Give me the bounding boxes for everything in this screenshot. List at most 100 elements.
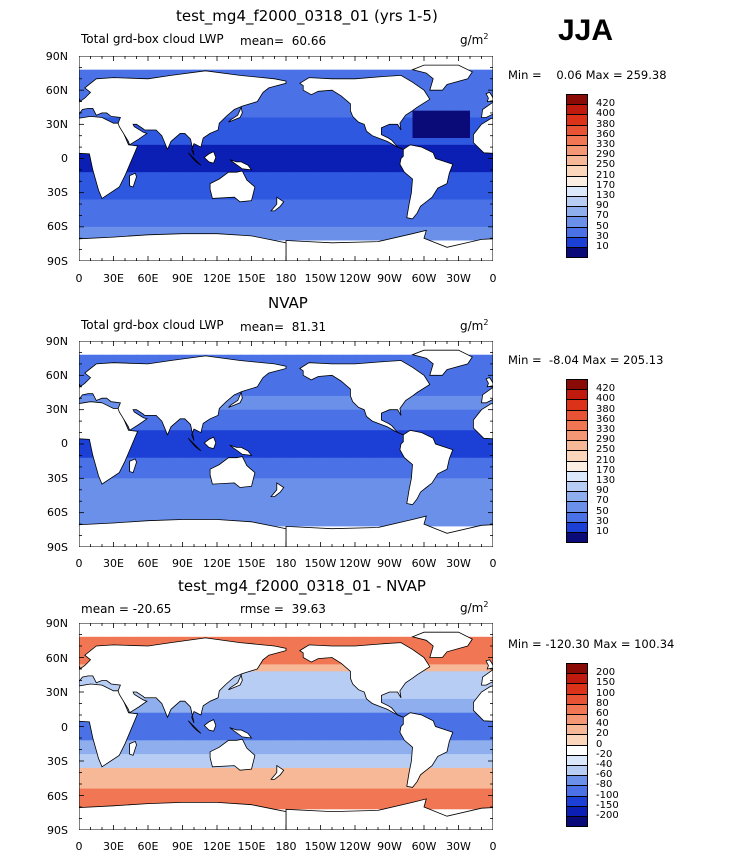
field-cell [148, 56, 161, 64]
field-cell [447, 206, 460, 214]
field-cell [424, 382, 437, 390]
continent-outline [229, 159, 253, 171]
field-cell [90, 56, 103, 64]
field-cell [263, 341, 276, 349]
field-cell [205, 347, 218, 356]
field-cell [309, 192, 322, 201]
field-cell [136, 754, 149, 762]
field-cell [355, 478, 368, 486]
field-cell [412, 643, 425, 652]
field-cell [205, 629, 218, 638]
field-cell [171, 726, 184, 734]
field-cell [263, 492, 276, 500]
field-cell [355, 158, 368, 166]
continent-outline [485, 91, 493, 103]
field-cell [343, 185, 356, 194]
field-cell [240, 498, 253, 507]
field-cell [79, 62, 92, 71]
panel-title: NVAP [268, 294, 308, 312]
field-cell [263, 69, 276, 78]
field-cell [481, 788, 493, 797]
field-cell [125, 478, 138, 486]
lon-label: 60W [411, 557, 437, 570]
field-cell [297, 505, 310, 514]
field-cell [125, 485, 138, 493]
field-cell [274, 623, 287, 631]
field-cell [470, 354, 483, 363]
field-cell [355, 423, 368, 431]
field-cell [251, 636, 264, 645]
continent-outline [203, 719, 217, 732]
field-cell [320, 172, 333, 180]
field-cell [263, 179, 276, 187]
field-cell [79, 437, 92, 445]
field-cell [148, 185, 161, 194]
field-cell [309, 788, 322, 797]
field-cell [309, 402, 322, 411]
field-cell [217, 124, 230, 132]
field-cell [343, 117, 356, 125]
field-cell [263, 754, 276, 762]
field-cell [332, 138, 345, 146]
field-cell [447, 747, 460, 755]
field-cell [263, 158, 276, 166]
field-cell [79, 657, 92, 665]
field-cell [171, 192, 184, 201]
field-cell [286, 110, 299, 119]
field-cell [171, 767, 184, 776]
field-cell [355, 754, 368, 762]
field-cell [297, 740, 310, 748]
field-cell [79, 623, 92, 631]
colorbar-label: 330 [596, 139, 616, 150]
field-cell [297, 226, 310, 235]
field-cell [205, 492, 218, 500]
field-cell [194, 62, 207, 71]
field-cell [424, 395, 437, 404]
field-cell [194, 199, 207, 207]
field-cell [401, 131, 414, 139]
field-cell [274, 382, 287, 390]
field-cell [343, 740, 356, 748]
field-cell [274, 110, 287, 119]
field-cell [481, 512, 493, 521]
field-cell [481, 464, 493, 473]
field-cell [458, 485, 471, 493]
field-cell [297, 389, 310, 397]
continent-outline [79, 801, 287, 830]
field-cell [217, 430, 230, 438]
field-cell [182, 623, 195, 631]
field-cell [159, 430, 172, 438]
field-cell [205, 450, 218, 459]
field-cell [389, 179, 402, 187]
field-cell [435, 375, 448, 383]
field-cell [297, 179, 310, 187]
field-cell [355, 698, 368, 707]
field-cell [355, 354, 368, 363]
field-cell [458, 62, 471, 71]
field-cell [424, 199, 437, 207]
field-cell [332, 726, 345, 734]
field-cell [240, 151, 253, 160]
field-cell [182, 498, 195, 507]
field-cell [412, 505, 425, 514]
field-cell [458, 76, 471, 84]
field-cell [309, 213, 322, 221]
field-cell [182, 138, 195, 146]
field-cell [366, 636, 379, 645]
field-cell [79, 464, 92, 473]
field-cell [470, 623, 483, 631]
continent-outline [209, 738, 256, 771]
field-cell [309, 199, 322, 207]
field-cell [274, 437, 287, 445]
field-cell [401, 117, 414, 125]
field-cell [458, 382, 471, 390]
field-cell [286, 69, 299, 78]
field-cell [389, 409, 402, 418]
field-cell [148, 698, 161, 707]
field-cell [194, 774, 207, 783]
field-cell [343, 131, 356, 139]
field-cell [332, 478, 345, 486]
field-cell [286, 158, 299, 166]
lon-label: 30E [103, 272, 124, 285]
field-cell [332, 354, 345, 363]
